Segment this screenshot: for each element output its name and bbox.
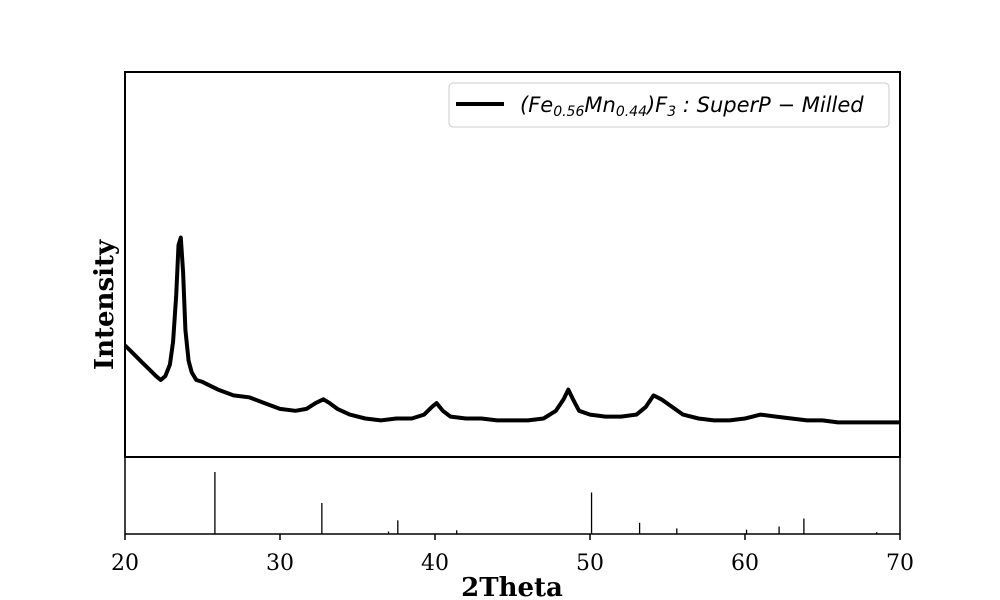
x-tick-label: 50 — [576, 551, 604, 576]
x-tick-label: 40 — [421, 551, 449, 576]
reference-panel-frame — [124, 456, 901, 535]
x-ticks: 20 30 40 50 60 70 — [111, 534, 914, 576]
x-axis-label: 2Theta — [461, 573, 563, 600]
legend-box — [448, 82, 890, 128]
x-tick-label: 20 — [111, 551, 139, 576]
legend: (Fe0.56Mn0.44)F3 : SuperP − Milled — [448, 82, 890, 128]
x-tick-label: 30 — [266, 551, 294, 576]
main-plot-frame — [124, 71, 901, 458]
reference-peaks — [214, 472, 878, 534]
y-axis-label: Intensity — [90, 239, 120, 370]
series-layer — [123, 235, 900, 425]
x-tick-label: 70 — [886, 551, 914, 576]
legend-entry-label: (Fe0.56Mn0.44)F3 : SuperP − Milled — [520, 93, 864, 120]
series-line-0 — [123, 235, 900, 425]
x-tick-label: 60 — [731, 551, 759, 576]
